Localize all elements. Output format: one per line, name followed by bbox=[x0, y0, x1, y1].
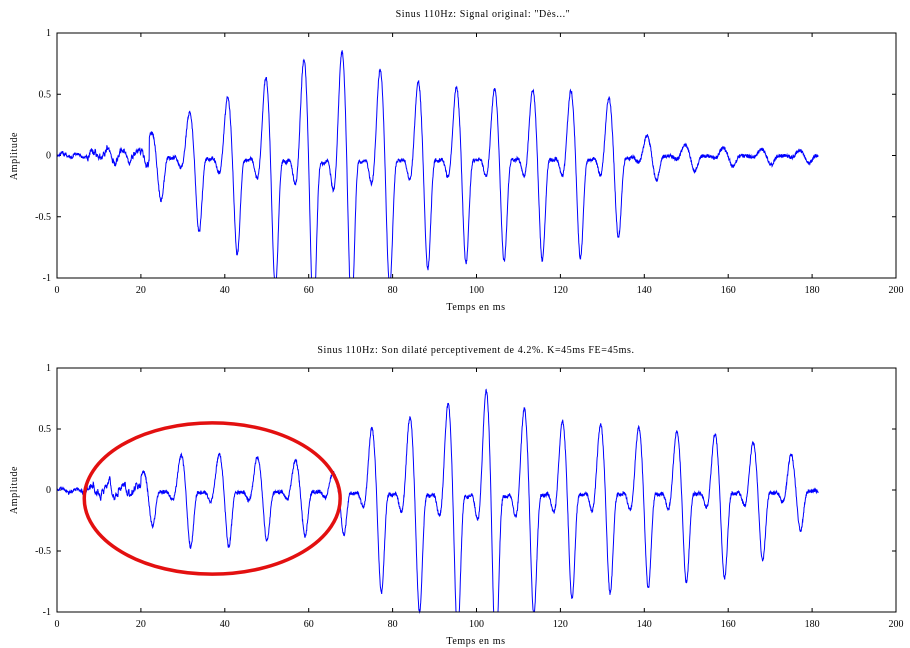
y-tick-label: 1 bbox=[46, 363, 51, 374]
subplot-original: Sinus 110Hz: Signal original: "Dès..." 0… bbox=[9, 9, 904, 313]
x-tick-label: 20 bbox=[136, 619, 146, 630]
y-tick-label: 0 bbox=[46, 485, 51, 496]
x-tick-label: 180 bbox=[805, 285, 820, 296]
y-tick-label: -1 bbox=[43, 273, 51, 284]
x-tick-label: 140 bbox=[637, 285, 652, 296]
x-axis-label: Temps en ms bbox=[446, 302, 505, 313]
plot-title: Sinus 110Hz: Son dilaté perceptivement d… bbox=[317, 345, 634, 356]
y-tick-label: 0 bbox=[46, 151, 51, 162]
x-tick-label: 160 bbox=[721, 619, 736, 630]
x-tick-label: 160 bbox=[721, 285, 736, 296]
y-axis-label: Amplitude bbox=[9, 132, 20, 180]
x-tick-label: 100 bbox=[469, 285, 484, 296]
y-tick-label: 0.5 bbox=[39, 424, 52, 435]
x-tick-label: 0 bbox=[55, 619, 60, 630]
y-tick-label: 0.5 bbox=[39, 89, 52, 100]
x-tick-label: 0 bbox=[55, 285, 60, 296]
x-tick-label: 60 bbox=[304, 285, 314, 296]
x-tick-label: 40 bbox=[220, 285, 230, 296]
plot-title: Sinus 110Hz: Signal original: "Dès..." bbox=[396, 9, 571, 20]
waveform bbox=[56, 388, 819, 614]
x-tick-label: 80 bbox=[388, 285, 398, 296]
y-tick-label: -0.5 bbox=[35, 546, 51, 557]
annotation-ellipse bbox=[82, 421, 342, 576]
plot-frame bbox=[56, 367, 897, 613]
waveform bbox=[56, 50, 819, 279]
x-tick-label: 140 bbox=[637, 619, 652, 630]
y-axis-label: Amplitude bbox=[9, 466, 20, 514]
x-tick-label: 120 bbox=[553, 285, 568, 296]
x-axis-label: Temps en ms bbox=[446, 636, 505, 647]
subplot-dilated: Sinus 110Hz: Son dilaté perceptivement d… bbox=[9, 345, 904, 647]
x-tick-label: 60 bbox=[304, 619, 314, 630]
plot-frame bbox=[56, 32, 897, 279]
y-tick-label: 1 bbox=[46, 28, 51, 39]
y-tick-label: -1 bbox=[43, 607, 51, 618]
x-tick-label: 200 bbox=[889, 619, 904, 630]
x-tick-label: 180 bbox=[805, 619, 820, 630]
x-tick-label: 20 bbox=[136, 285, 146, 296]
x-tick-label: 120 bbox=[553, 619, 568, 630]
y-tick-label: -0.5 bbox=[35, 212, 51, 223]
highlight-ellipse bbox=[82, 421, 342, 576]
tick-labels: 0 20 40 60 80 100 120 140 160 180 200 1 0.5 0 -0.5 -1 bbox=[35, 28, 903, 296]
signal-line bbox=[56, 50, 819, 279]
signal-line bbox=[56, 388, 819, 614]
x-tick-label: 100 bbox=[469, 619, 484, 630]
x-tick-label: 200 bbox=[889, 285, 904, 296]
x-tick-label: 80 bbox=[388, 619, 398, 630]
x-tick-label: 40 bbox=[220, 619, 230, 630]
